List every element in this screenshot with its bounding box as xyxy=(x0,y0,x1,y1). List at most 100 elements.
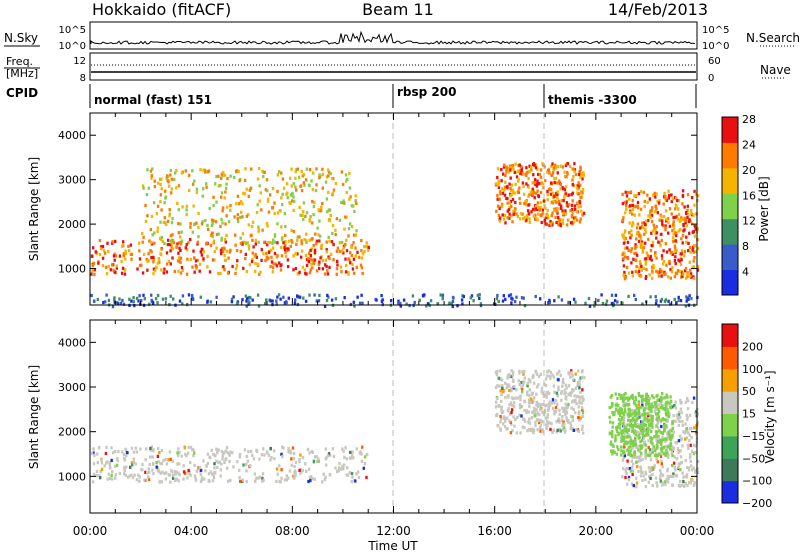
echo-cell xyxy=(223,460,226,465)
echo-cell xyxy=(681,202,684,206)
echo-cell xyxy=(630,395,633,399)
echo-cell xyxy=(207,169,211,173)
echo-cell xyxy=(192,448,195,452)
echo-cell xyxy=(655,444,658,448)
echo-cell xyxy=(500,168,503,172)
echo-cell xyxy=(632,445,635,449)
echo-cell xyxy=(287,449,290,453)
echo-cell xyxy=(219,474,222,478)
echo-cell xyxy=(169,168,173,173)
echo-cell xyxy=(692,275,695,279)
echo-cell xyxy=(519,398,522,402)
echo-cell xyxy=(645,395,648,399)
echo-cell xyxy=(577,395,580,399)
echo-cell xyxy=(335,249,339,253)
echo-cell xyxy=(105,293,108,297)
echo-cell xyxy=(342,244,346,248)
echo-cell xyxy=(312,243,315,248)
echo-cell xyxy=(131,476,135,480)
echo-cell xyxy=(579,195,582,200)
echo-cell xyxy=(260,248,263,252)
echo-cell xyxy=(643,440,647,444)
echo-cell xyxy=(523,426,526,430)
echo-cell xyxy=(685,240,688,244)
echo-cell xyxy=(510,301,513,305)
echo-cell xyxy=(311,200,314,204)
echo-cell xyxy=(649,474,652,478)
echo-cell xyxy=(506,383,509,387)
echo-cell xyxy=(651,229,655,233)
echo-cell xyxy=(224,186,228,190)
echo-cell xyxy=(681,471,684,475)
echo-cell xyxy=(215,175,218,179)
echo-cell xyxy=(685,211,688,215)
echo-cell xyxy=(95,474,99,478)
echo-cell xyxy=(646,254,650,258)
echo-cell xyxy=(665,250,669,254)
echo-cell xyxy=(108,461,112,465)
echo-cell xyxy=(667,189,670,193)
echo-cell xyxy=(242,191,245,195)
echo-cell xyxy=(208,206,211,211)
echo-cell xyxy=(620,411,623,415)
echo-cell xyxy=(644,402,648,406)
echo-cell xyxy=(271,187,275,191)
echo-cell xyxy=(527,177,530,181)
echo-cell xyxy=(660,399,663,403)
echo-cell xyxy=(219,271,222,275)
echo-cell xyxy=(678,269,681,273)
echo-cell xyxy=(504,419,507,423)
echo-cell xyxy=(188,188,191,193)
echo-cell xyxy=(631,408,634,412)
echo-cell xyxy=(250,233,253,237)
echo-cell xyxy=(509,199,513,204)
echo-cell xyxy=(165,251,169,255)
echo-cell xyxy=(325,175,329,179)
echo-cell xyxy=(546,390,549,394)
echo-cell xyxy=(561,427,565,431)
echo-cell xyxy=(441,293,445,297)
echo-cell xyxy=(653,409,657,413)
echo-cell xyxy=(661,262,665,266)
echo-cell xyxy=(641,444,644,448)
echo-cell xyxy=(572,399,575,403)
echo-cell xyxy=(691,478,694,482)
echo-cell xyxy=(229,248,232,252)
echo-cell xyxy=(280,225,283,229)
echo-cell xyxy=(275,302,278,306)
echo-cell xyxy=(664,402,667,406)
echo-cell xyxy=(515,388,518,392)
echo-cell xyxy=(265,178,269,182)
echo-cell xyxy=(521,212,524,216)
echo-cell xyxy=(664,209,668,213)
echo-cell xyxy=(92,462,96,466)
echo-cell xyxy=(258,184,261,188)
time-tick-label: 20:00 xyxy=(579,524,614,538)
echo-cell xyxy=(654,232,657,236)
echo-cell xyxy=(132,300,135,304)
echo-cell xyxy=(522,382,525,386)
echo-cell xyxy=(495,209,498,213)
echo-cell xyxy=(615,428,618,432)
echo-cell xyxy=(296,272,299,276)
echo-cell xyxy=(527,420,530,424)
echo-cell xyxy=(285,301,288,305)
echo-cell xyxy=(618,392,621,397)
echo-cell xyxy=(122,254,125,258)
echo-cell xyxy=(623,211,627,215)
echo-cell xyxy=(292,457,296,461)
echo-cell xyxy=(673,249,676,254)
echo-cell xyxy=(426,302,430,306)
echo-cell xyxy=(661,435,664,439)
echo-cell xyxy=(281,455,284,459)
echo-cell xyxy=(292,474,295,478)
echo-cell xyxy=(557,223,560,227)
echo-cell xyxy=(666,453,670,457)
echo-cell xyxy=(497,376,500,380)
echo-cell xyxy=(546,374,549,378)
echo-cell xyxy=(639,242,642,246)
echo-cell xyxy=(571,427,574,431)
echo-cell xyxy=(170,191,173,195)
echo-cell xyxy=(323,304,327,308)
echo-cell xyxy=(618,413,622,418)
